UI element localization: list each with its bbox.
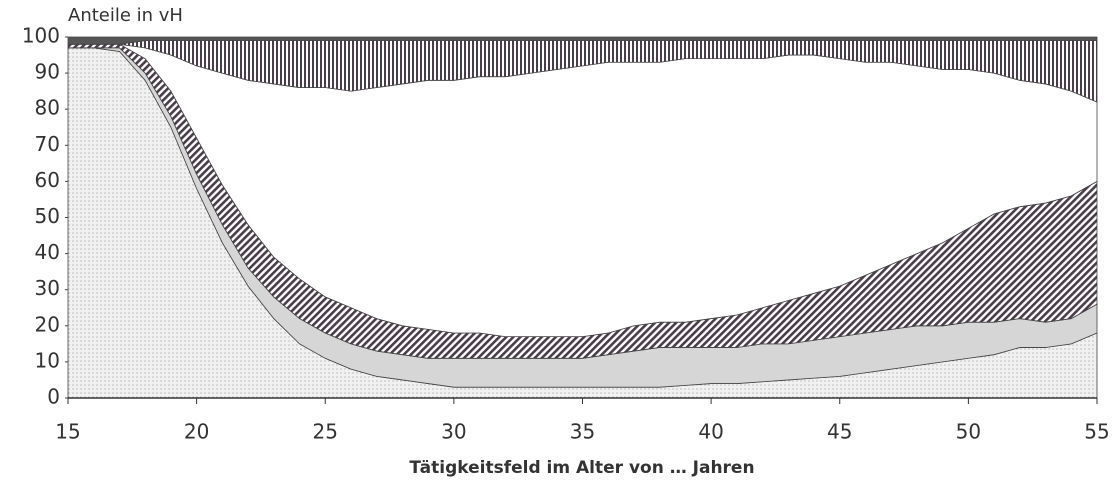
y-tick-label: 90 [35, 60, 60, 84]
x-tick-label: 20 [184, 420, 209, 444]
x-tick-label: 30 [441, 420, 466, 444]
x-tick-label: 15 [55, 420, 80, 444]
area [67, 36, 1098, 45]
x-tick-label: 45 [827, 420, 852, 444]
y-tick-label: 10 [35, 348, 60, 372]
y-tick-label: 60 [35, 168, 60, 192]
y-tick-label: 70 [35, 132, 60, 156]
y-tick-label: 40 [35, 240, 60, 264]
y-tick-label: 100 [22, 24, 60, 48]
x-tick-label: 40 [698, 420, 723, 444]
y-tick-label: 30 [35, 276, 60, 300]
x-tick-label: 55 [1084, 420, 1109, 444]
y-tick-label: 0 [47, 385, 60, 409]
x-tick-label: 25 [313, 420, 338, 444]
y-tick-label: 20 [35, 312, 60, 336]
y-tick-label: 80 [35, 96, 60, 120]
x-tick-label: 35 [570, 420, 595, 444]
x-tick-label: 50 [956, 420, 981, 444]
chart-title: Anteile in vH [68, 5, 183, 26]
x-axis-label: Tätigkeitsfeld im Alter von … Jahren [409, 458, 754, 478]
y-tick-label: 50 [35, 204, 60, 228]
